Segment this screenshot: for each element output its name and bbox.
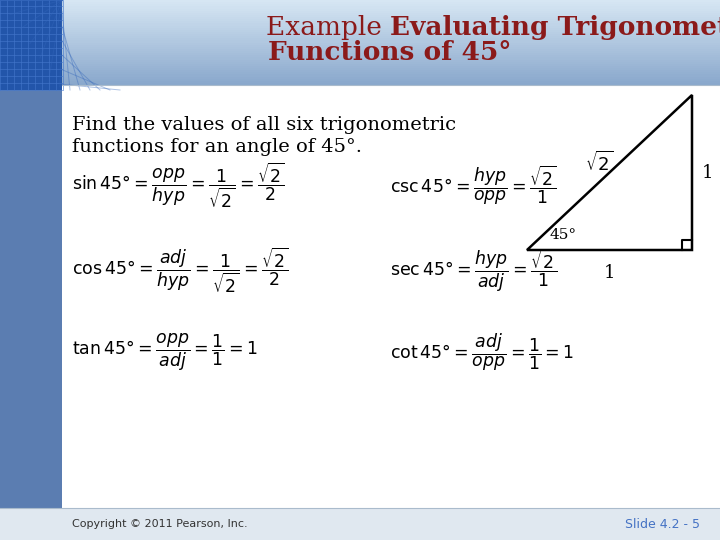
Text: 1: 1 [604,264,616,282]
Bar [62,64,720,66]
Text: Find the values of all six trigonometric: Find the values of all six trigonometric [72,116,456,134]
Bar [62,19,720,21]
Bar [62,0,720,2]
Bar [62,70,720,72]
Bar [62,40,720,43]
Bar [62,51,720,53]
Bar [62,81,720,83]
Text: Functions of 45°: Functions of 45° [269,40,512,65]
Bar [62,17,720,19]
Bar [62,53,720,55]
Bar [62,36,720,38]
Text: $\csc 45°=\dfrac{hyp}{opp}=\dfrac{\sqrt{2}}{1}$: $\csc 45°=\dfrac{hyp}{opp}=\dfrac{\sqrt{… [390,163,557,207]
Bar [62,4,720,6]
Bar [62,6,720,9]
Text: $\cot 45°=\dfrac{adj}{opp}=\dfrac{1}{1}=1$: $\cot 45°=\dfrac{adj}{opp}=\dfrac{1}{1}=… [390,331,574,373]
Bar [62,72,720,75]
Bar [62,30,720,32]
Text: Copyright © 2011 Pearson, Inc.: Copyright © 2011 Pearson, Inc. [72,519,248,529]
Text: functions for an angle of 45°.: functions for an angle of 45°. [72,138,362,156]
Bar [62,25,720,28]
Bar [62,62,720,64]
Bar [62,83,720,85]
Bar [62,34,720,36]
Bar [62,68,720,70]
Bar [62,11,720,13]
Text: $\sqrt{2}$: $\sqrt{2}$ [585,151,613,174]
Text: 45°: 45° [549,228,576,242]
Bar [62,59,720,62]
Bar [62,2,720,4]
Text: Slide 4.2 - 5: Slide 4.2 - 5 [625,517,700,530]
Text: 1: 1 [702,164,714,181]
Bar [0,0,62,540]
Bar [62,66,720,68]
Bar [62,49,720,51]
Bar [62,32,720,34]
Bar [62,47,720,49]
Bar [62,13,720,15]
Text: $\sec 45°=\dfrac{hyp}{adj}=\dfrac{\sqrt{2}}{1}$: $\sec 45°=\dfrac{hyp}{adj}=\dfrac{\sqrt{… [390,246,557,294]
Text: $\sin 45°=\dfrac{opp}{hyp}=\dfrac{1}{\sqrt{2}}=\dfrac{\sqrt{2}}{2}$: $\sin 45°=\dfrac{opp}{hyp}=\dfrac{1}{\sq… [72,160,284,210]
Text: $\tan 45°=\dfrac{opp}{adj}=\dfrac{1}{1}=1$: $\tan 45°=\dfrac{opp}{adj}=\dfrac{1}{1}=… [72,331,258,373]
Bar [62,55,720,57]
Text: Example: Example [266,16,390,40]
Bar [62,45,720,47]
Bar [62,57,720,59]
Bar [62,43,720,45]
Text: Evaluating Trigonometric: Evaluating Trigonometric [390,16,720,40]
Bar [62,9,720,11]
Bar [62,79,720,81]
Bar [0,0,62,90]
Bar [62,28,720,30]
Bar [62,21,720,23]
Text: $\cos 45°=\dfrac{adj}{hyp}=\dfrac{1}{\sqrt{2}}=\dfrac{\sqrt{2}}{2}$: $\cos 45°=\dfrac{adj}{hyp}=\dfrac{1}{\sq… [72,245,289,295]
Bar [62,15,720,17]
Bar [62,75,720,77]
Bar [0,508,720,540]
Bar [62,38,720,40]
Bar [62,77,720,79]
Bar [62,23,720,25]
